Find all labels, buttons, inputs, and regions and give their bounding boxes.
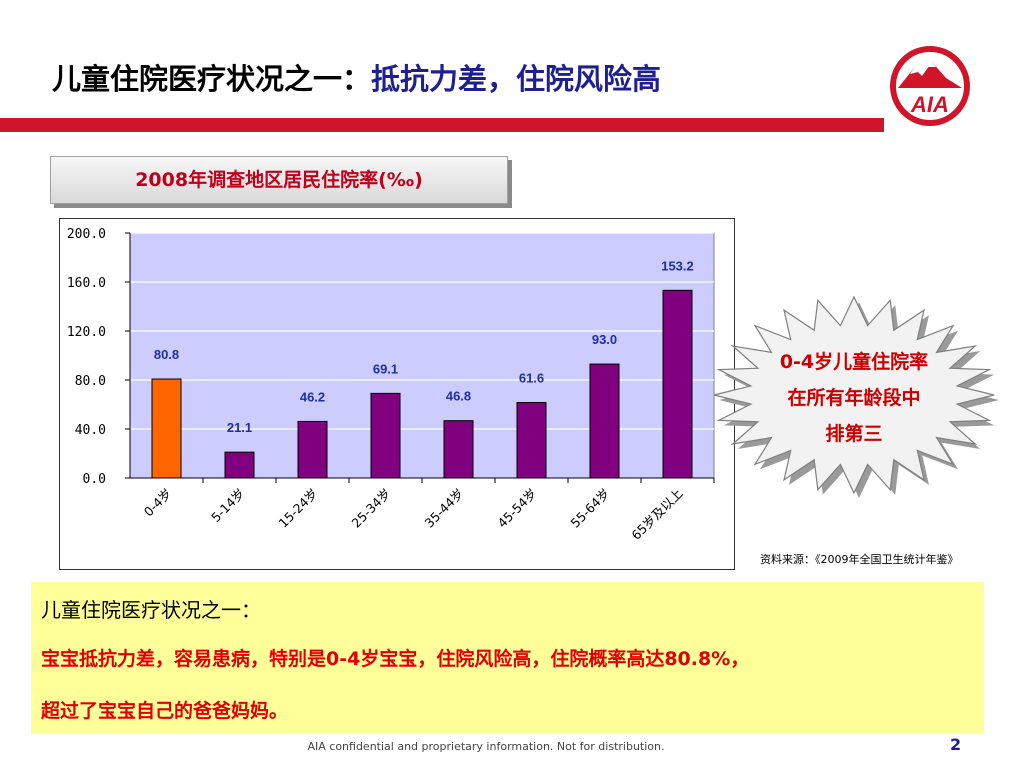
y-tick-label: 200.0 (67, 227, 106, 242)
y-tick-label: 160.0 (67, 276, 106, 291)
x-category-label: 35-44岁 (421, 486, 466, 531)
bar (443, 420, 474, 479)
bar-data-label: 93.0 (592, 332, 617, 347)
bar-data-label: 80.8 (154, 347, 179, 362)
data-source: 资料来源：《2009年全国卫生统计年鉴》 (760, 553, 959, 566)
x-category-label: 45-54岁 (494, 486, 539, 531)
aia-logo-text: AIA (910, 92, 949, 117)
note-line-1: 儿童住院医疗状况之一： (41, 598, 261, 622)
bar-data-label: 61.6 (519, 371, 544, 386)
bar-data-label: 46.2 (300, 389, 325, 404)
plot-area (129, 232, 715, 479)
bar (224, 451, 255, 479)
slide-title-part2: 抵抗力差，住院风险高 (371, 62, 662, 96)
callout-starburst: 0-4岁儿童住院率 在所有年龄段中 排第三 (713, 295, 999, 498)
y-tick-label: 40.0 (75, 423, 106, 438)
callout-line-1: 0-4岁儿童住院率 (780, 350, 928, 373)
slide-title: 儿童住院医疗状况之一：抵抗力差，住院风险高 (52, 56, 661, 98)
slide-title-part1: 儿童住院医疗状况之一： (52, 62, 372, 96)
x-category-label: 5-14岁 (208, 486, 248, 526)
bar-data-label: 46.8 (446, 389, 471, 404)
chart-frame: 0.0 40.0 80.0 120.0 160.0 200.0 80.8 0-4岁 21.1 5-… (59, 218, 735, 570)
bar (516, 402, 547, 479)
note-line-2: 宝宝抵抗力差，容易患病，特别是0-4岁宝宝，住院风险高，住院概率高达80.8%， (41, 648, 750, 670)
x-category-label: 55-64岁 (567, 486, 612, 531)
x-category-label: 25-34岁 (348, 486, 393, 531)
aia-logo: AIA (890, 46, 970, 126)
bar-chart: 0.0 40.0 80.0 120.0 160.0 200.0 80.8 0-4岁 21.1 5-… (67, 227, 715, 543)
page-number: 2 (950, 735, 962, 754)
starburst-shape (713, 295, 995, 495)
y-tick-label: 0.0 (83, 472, 106, 487)
chart-title: 2008年调查地区居民住院率(‰) (50, 156, 508, 204)
bar-data-label: 69.1 (373, 361, 398, 376)
x-category-label: 0-4岁 (141, 486, 175, 520)
bar (297, 420, 328, 479)
y-tick-label: 120.0 (67, 325, 106, 340)
bar-data-label: 153.2 (661, 258, 694, 273)
title-divider-bar (0, 118, 884, 132)
x-category-label: 15-24岁 (275, 486, 320, 531)
bar (662, 289, 693, 479)
callout-line-2: 在所有年龄段中 (787, 386, 920, 409)
bar (589, 363, 620, 479)
x-category-label: 65岁及以上 (628, 486, 685, 543)
summary-note-box: 儿童住院医疗状况之一： 宝宝抵抗力差，容易患病，特别是0-4岁宝宝，住院风险高，… (31, 582, 984, 734)
footer-disclaimer: AIA confidential and proprietary informa… (307, 740, 665, 753)
bar (151, 378, 182, 479)
note-line-3: 超过了宝宝自己的爸爸妈妈。 (41, 700, 289, 722)
bar-data-label: 21.1 (227, 420, 252, 435)
y-tick-label: 80.0 (75, 374, 106, 389)
bar (370, 392, 401, 479)
callout-line-3: 排第三 (825, 422, 882, 445)
